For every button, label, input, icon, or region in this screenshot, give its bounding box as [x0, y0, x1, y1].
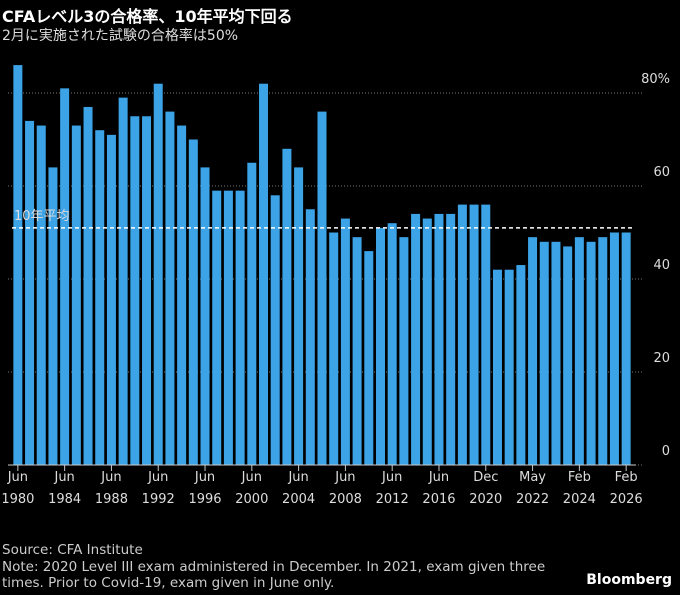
bar: [83, 106, 93, 465]
bar: [329, 232, 339, 465]
bar: [574, 237, 584, 465]
bar: [457, 204, 467, 465]
bar: [422, 218, 432, 465]
bar: [212, 190, 222, 465]
x-tick-label: Feb 2024: [562, 470, 596, 507]
bar: [25, 120, 35, 466]
bar: [411, 213, 421, 465]
bar: [375, 227, 385, 465]
bar: [586, 241, 596, 465]
bar: [504, 269, 514, 465]
chart-title: CFAレベル3の合格率、10年平均下回る: [2, 7, 293, 26]
bar: [153, 83, 163, 465]
bar: [270, 195, 280, 466]
source: Source: CFA Institute: [2, 542, 143, 558]
bar: [399, 237, 409, 465]
bar: [364, 251, 374, 465]
note: Note: 2020 Level III exam administered i…: [2, 559, 546, 591]
bar: [177, 125, 187, 466]
bar: [469, 204, 479, 465]
brand: Bloomberg: [586, 572, 672, 588]
x-tick-label: Jun 1996: [188, 470, 222, 507]
x-tick-label: Jun 1988: [94, 470, 128, 507]
bar: [434, 213, 444, 465]
bar: [481, 204, 491, 465]
bar: [609, 232, 619, 465]
bar: [13, 65, 23, 465]
bar: [282, 148, 292, 466]
bar: [539, 241, 549, 465]
x-tick-label: Jun 2008: [328, 470, 362, 507]
y-tick-label: 20: [653, 351, 670, 366]
bar: [317, 111, 327, 465]
reference-label: 10年平均: [14, 209, 70, 224]
bar: [305, 209, 315, 465]
bar: [95, 130, 105, 465]
bar: [294, 167, 304, 465]
bar: [563, 246, 573, 465]
bar: [598, 237, 608, 465]
x-tick-label: Jun 2012: [375, 470, 409, 507]
bar: [551, 241, 561, 465]
bar: [352, 237, 362, 465]
bar: [223, 190, 233, 465]
bar: [118, 97, 128, 466]
bar: [621, 232, 631, 465]
bar: [106, 134, 116, 465]
subtitle: 2月に実施された試験の合格率は50%: [2, 28, 239, 44]
bar: [492, 269, 502, 465]
bar: [142, 116, 152, 465]
bar: [528, 237, 538, 465]
bar: [340, 218, 350, 465]
y-tick-label: 60: [653, 165, 670, 180]
y-tick-label: 0: [662, 444, 670, 459]
x-tick-label: Feb 2026: [609, 470, 643, 507]
bar: [247, 162, 257, 465]
x-tick-label: Dec 2020: [469, 470, 503, 507]
bar: [130, 116, 140, 465]
bar: [446, 213, 456, 465]
bar: [387, 223, 397, 465]
bar: [235, 190, 245, 465]
bar: [36, 125, 46, 466]
bar: [165, 111, 175, 465]
bar: [71, 125, 81, 466]
x-tick-label: Jun 2004: [282, 470, 316, 507]
x-tick-label: Jun 1992: [141, 470, 175, 507]
y-tick-label: 40: [653, 258, 670, 273]
x-tick-label: Jun 1980: [1, 470, 35, 507]
bar: [60, 88, 70, 465]
y-tick-label: 80%: [641, 72, 670, 87]
bar: [259, 83, 269, 465]
bar: [200, 167, 210, 465]
bar: [48, 167, 58, 465]
x-tick-label: May 2022: [516, 470, 550, 507]
x-tick-label: Jun 2016: [422, 470, 456, 507]
bar: [188, 139, 198, 465]
bar: [516, 265, 526, 465]
x-tick-label: Jun 2000: [235, 470, 269, 507]
x-tick-label: Jun 1984: [48, 470, 82, 507]
